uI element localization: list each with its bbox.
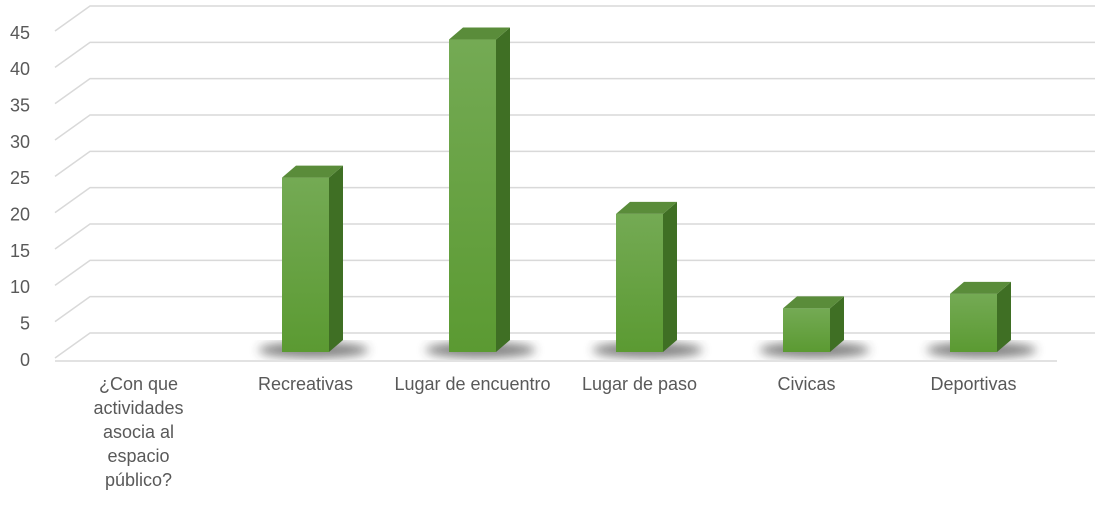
y-tick-label: 5 xyxy=(20,313,30,333)
bar xyxy=(783,308,830,352)
y-tick-label: 35 xyxy=(10,95,30,115)
x-tick-label: Deportivas xyxy=(930,374,1017,394)
grid-line xyxy=(54,5,1095,32)
y-tick-label: 10 xyxy=(10,277,30,297)
bar-side xyxy=(329,165,343,352)
grid-line xyxy=(54,223,1095,250)
bar-top xyxy=(449,27,510,40)
y-tick-label: 30 xyxy=(10,132,30,152)
grid-line xyxy=(54,295,1095,323)
grid-line xyxy=(54,186,1095,214)
bar-top xyxy=(616,201,677,214)
y-tick-label: 0 xyxy=(20,350,30,370)
grid-line xyxy=(54,41,1095,68)
x-tick-label: Civicas xyxy=(777,374,836,394)
grid-line xyxy=(54,114,1095,141)
y-tick-label: 15 xyxy=(10,241,30,261)
bar xyxy=(950,293,997,352)
grid-line xyxy=(54,259,1095,286)
bar-side xyxy=(997,281,1011,352)
y-tick-label: 40 xyxy=(10,59,30,79)
bar xyxy=(616,213,663,352)
y-tick-label: 20 xyxy=(10,204,30,224)
bar-side xyxy=(830,296,844,352)
x-tick-label: Recreativas xyxy=(257,374,354,394)
bar-side xyxy=(496,27,510,353)
bar-top xyxy=(282,165,343,178)
bar xyxy=(282,177,329,352)
bar-top xyxy=(950,281,1011,294)
x-tick-label: Lugar de paso xyxy=(581,374,698,394)
x-tick-label: ¿Con que actividades asocia al espacio p… xyxy=(93,374,184,490)
grid-line xyxy=(54,77,1095,105)
grid-line xyxy=(54,332,1095,359)
grid-line xyxy=(54,150,1095,177)
bar-top xyxy=(783,296,844,309)
bar-side xyxy=(663,201,677,352)
y-tick-label: 25 xyxy=(10,168,30,188)
y-tick-label: 45 xyxy=(10,23,30,43)
x-tick-label: Lugar de encuentro xyxy=(394,374,551,394)
bar xyxy=(449,39,496,353)
